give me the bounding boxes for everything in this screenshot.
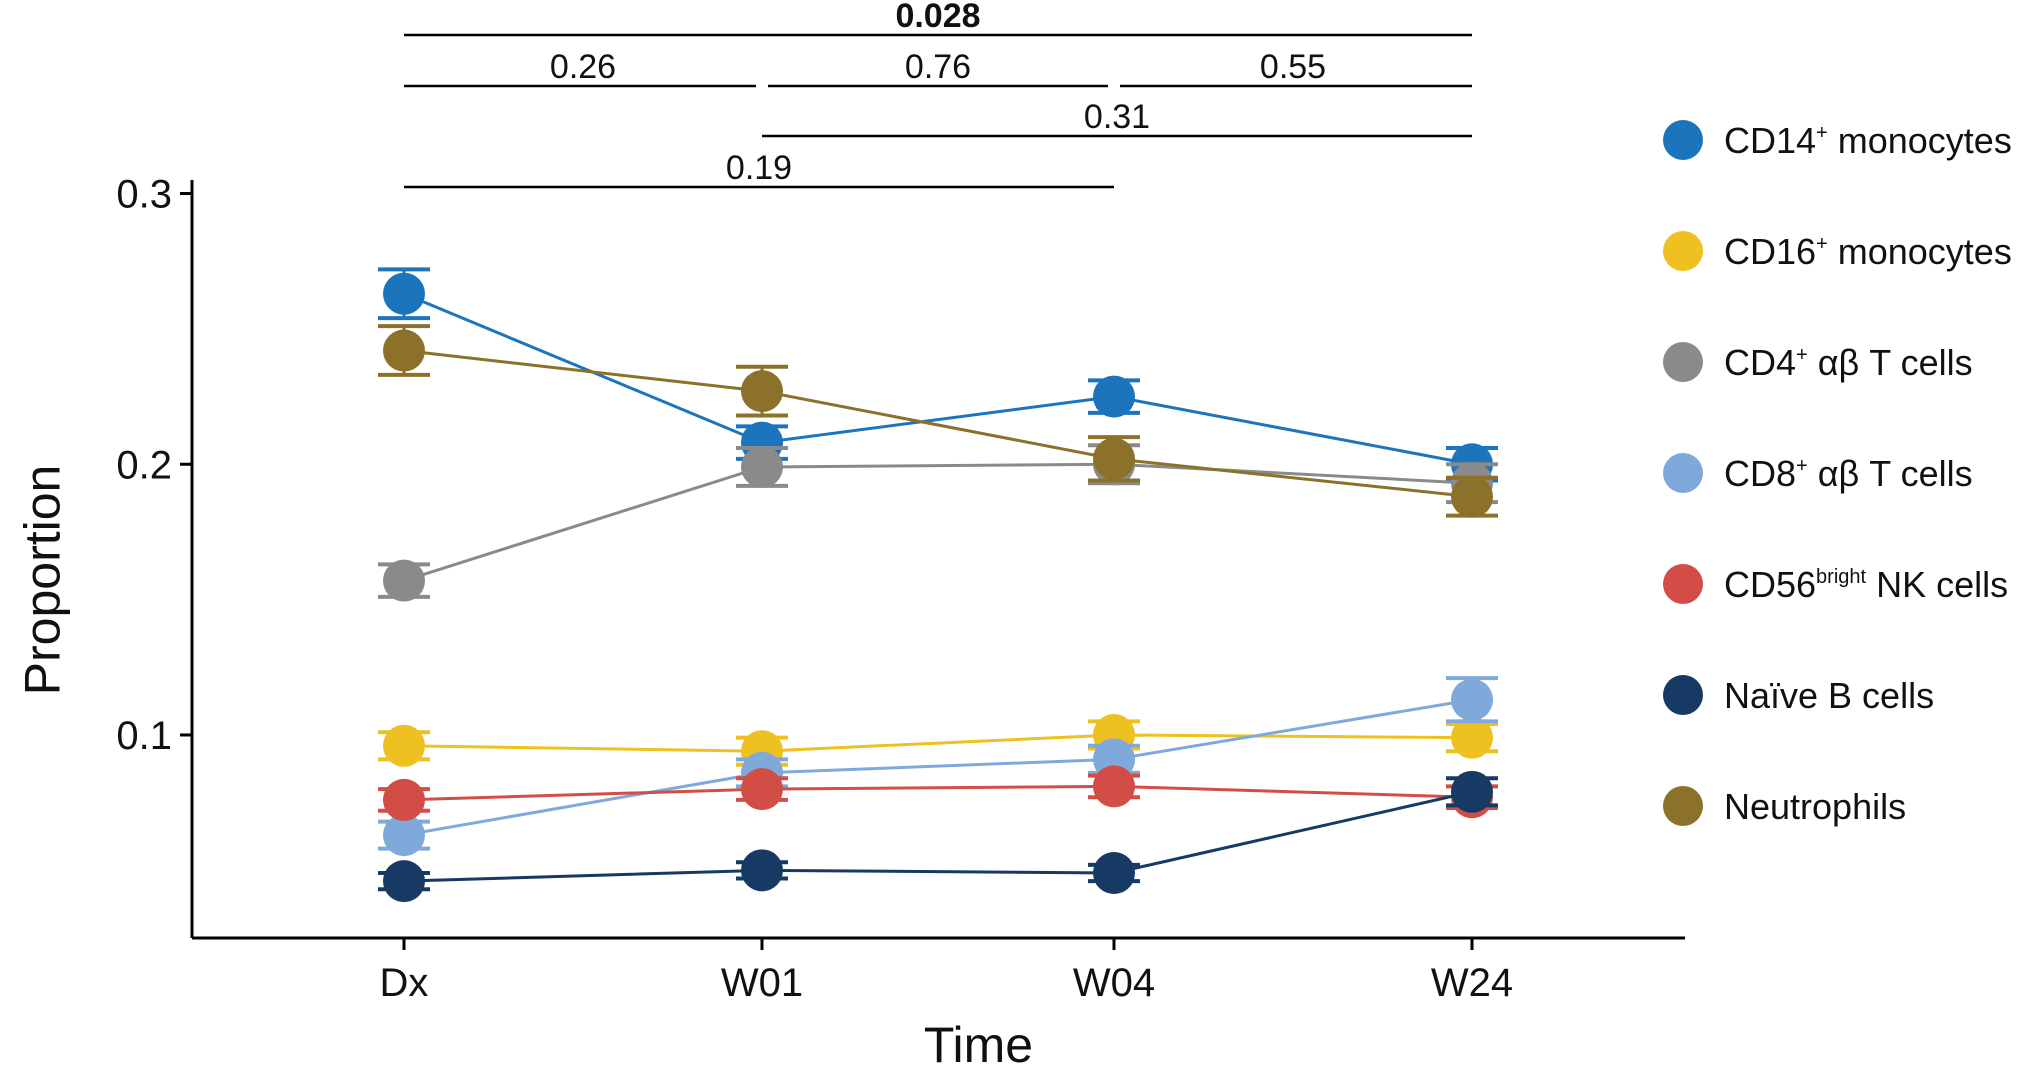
data-point-nk (383, 778, 425, 821)
p-value-label: 0.31 (1084, 98, 1150, 136)
x-axis-title: Time (924, 1017, 1033, 1070)
legend-label: Neutrophils (1724, 786, 1906, 827)
legend-item-naiveb: Naïve B cells (1663, 675, 1934, 716)
chart-axes: 0.1 0.2 0.3 Dx W01 W04 W24 Time Proportion (15, 173, 1685, 1070)
y-tick-label: 0.2 (116, 443, 172, 487)
legend-marker (1663, 453, 1703, 493)
legend-marker (1663, 675, 1703, 715)
data-point-nk (741, 768, 783, 811)
series-nk (378, 765, 1498, 821)
data-point-neut (1093, 437, 1135, 480)
series-line-cd14 (403, 292, 1473, 466)
legend-marker (1663, 231, 1703, 271)
legend-label: CD14+ monocytes (1724, 120, 2012, 161)
series-cd14 (378, 267, 1498, 486)
data-point-neut (741, 370, 783, 413)
data-point-naiveb (741, 849, 783, 892)
series-line-nk (403, 784, 1473, 802)
y-axis-title: Proportion (15, 465, 71, 696)
data-point-cd16 (1451, 716, 1493, 759)
legend-label: Naïve B cells (1724, 675, 1934, 716)
data-point-cd16 (383, 724, 425, 767)
p-value-label: 0.028 (895, 0, 980, 35)
series-line-cd4 (403, 462, 1473, 583)
legend-item-nk: CD56bright NK cells (1663, 564, 2008, 605)
series-line-naiveb (403, 790, 1473, 883)
series-line-neut (403, 349, 1473, 499)
series-line-cd16 (403, 733, 1473, 753)
data-point-nk (1093, 765, 1135, 808)
legend-label: CD8+ αβ T cells (1724, 453, 1973, 494)
data-point-neut (383, 329, 425, 372)
series-cd8 (378, 676, 1498, 857)
series-naiveb (378, 770, 1498, 903)
x-tick-label: W04 (1073, 961, 1155, 1005)
p-value-label: 0.19 (726, 149, 792, 187)
legend-marker (1663, 786, 1703, 826)
legend-item-cd4: CD4+ αβ T cells (1663, 342, 1973, 383)
y-axis-ticks: 0.1 0.2 0.3 (116, 173, 192, 758)
y-tick-label: 0.3 (116, 173, 172, 217)
data-point-cd4 (741, 445, 783, 488)
x-tick-label: W24 (1431, 961, 1513, 1005)
data-point-cd8 (383, 814, 425, 857)
x-tick-label: W01 (721, 961, 803, 1005)
x-axis-ticks: Dx W01 W04 W24 (380, 938, 1513, 1005)
series-neut (378, 324, 1498, 518)
legend-item-cd14: CD14+ monocytes (1663, 120, 2012, 161)
data-series (378, 267, 1498, 903)
legend-item-neut: Neutrophils (1663, 786, 1906, 827)
legend-label: CD4+ αβ T cells (1724, 342, 1973, 383)
significance-brackets: 0.028 0.26 0.76 0.55 0.31 0.19 (404, 0, 1472, 189)
data-point-neut (1451, 475, 1493, 518)
legend-label: CD16+ monocytes (1724, 231, 2012, 272)
data-point-naiveb (1451, 770, 1493, 813)
data-point-cd14 (1093, 375, 1135, 418)
series-line-cd8 (403, 698, 1473, 837)
data-point-cd8 (1451, 678, 1493, 721)
data-point-cd4 (383, 559, 425, 602)
p-value-label: 0.55 (1260, 48, 1326, 86)
legend-marker (1663, 120, 1703, 160)
y-tick-label: 0.1 (116, 714, 172, 758)
legend-item-cd16: CD16+ monocytes (1663, 231, 2012, 272)
legend: CD14+ monocytes CD16+ monocytes CD4+ αβ T … (1663, 120, 2012, 827)
legend-label: CD56bright NK cells (1724, 564, 2008, 605)
legend-marker (1663, 342, 1703, 382)
data-point-naiveb (1093, 852, 1135, 895)
series-cd16 (378, 713, 1498, 773)
p-value-label: 0.26 (550, 48, 616, 86)
data-point-naiveb (383, 860, 425, 903)
p-value-label: 0.76 (905, 48, 971, 86)
series-cd4 (378, 443, 1498, 602)
legend-marker (1663, 564, 1703, 604)
data-point-cd14 (383, 272, 425, 315)
legend-item-cd8: CD8+ αβ T cells (1663, 453, 1973, 494)
x-tick-label: Dx (380, 961, 429, 1005)
